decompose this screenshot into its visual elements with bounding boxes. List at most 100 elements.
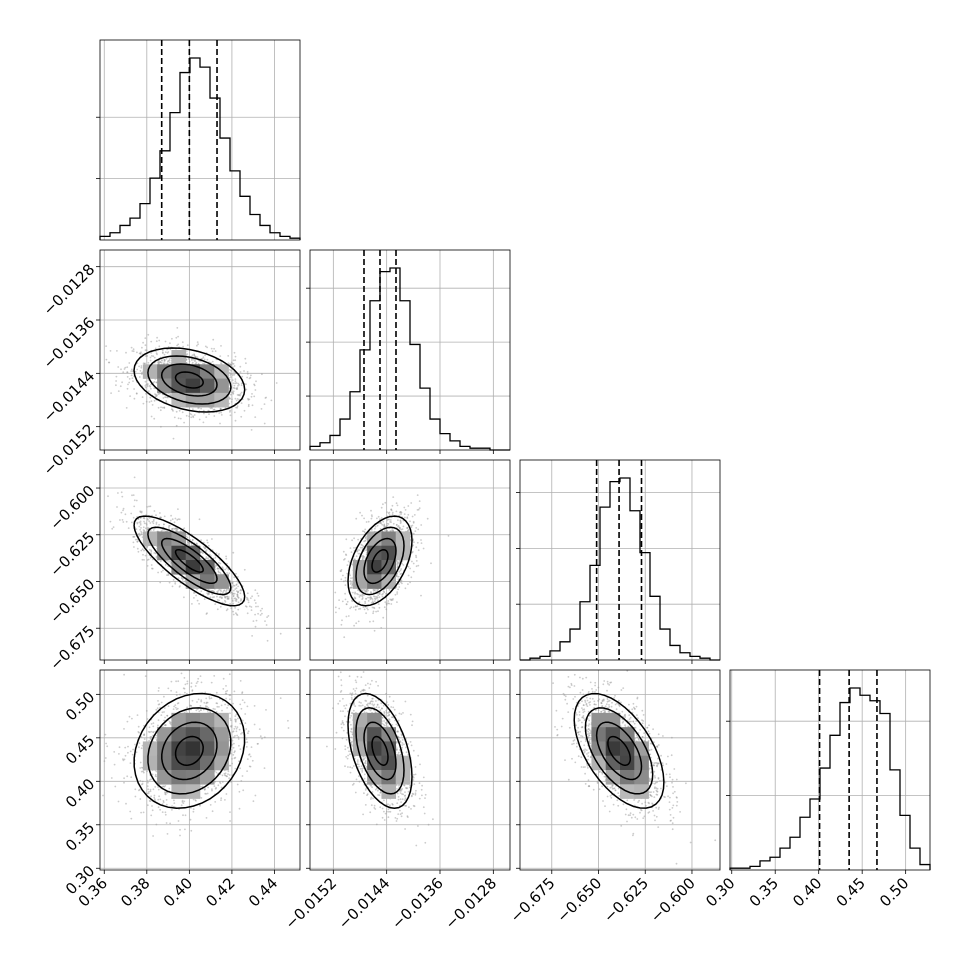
sample-point bbox=[109, 350, 112, 352]
sample-point bbox=[130, 346, 133, 349]
density-cell bbox=[142, 531, 158, 547]
sample-point bbox=[251, 635, 254, 637]
sample-point bbox=[226, 595, 229, 598]
sample-point bbox=[144, 349, 147, 352]
hist-2-steps bbox=[520, 477, 720, 661]
sample-point bbox=[243, 409, 246, 412]
sample-point bbox=[387, 523, 390, 525]
sample-point bbox=[204, 354, 207, 357]
sample-point bbox=[420, 594, 422, 597]
sample-point bbox=[138, 525, 141, 528]
sample-point bbox=[382, 616, 385, 619]
sample-point bbox=[139, 520, 142, 523]
sample-point bbox=[344, 598, 347, 601]
sample-point bbox=[135, 392, 138, 395]
sample-point bbox=[226, 689, 229, 692]
sample-point bbox=[122, 507, 125, 510]
sample-point bbox=[116, 506, 118, 508]
sample-point bbox=[118, 753, 120, 755]
sample-point bbox=[177, 343, 180, 346]
sample-point bbox=[138, 376, 141, 378]
sample-point bbox=[151, 809, 154, 812]
sample-point bbox=[233, 373, 236, 376]
sample-point bbox=[383, 606, 386, 609]
sample-point bbox=[181, 341, 184, 344]
sample-point bbox=[158, 339, 161, 342]
sample-point bbox=[402, 525, 405, 528]
sample-point bbox=[214, 350, 217, 352]
sample-point bbox=[361, 546, 364, 549]
sample-point bbox=[197, 698, 200, 701]
sample-point bbox=[260, 408, 263, 410]
sample-point bbox=[191, 361, 194, 364]
sample-point bbox=[430, 562, 432, 565]
sample-point bbox=[141, 346, 143, 349]
density-cell bbox=[381, 545, 397, 561]
sample-point bbox=[226, 608, 229, 610]
sample-point bbox=[132, 536, 135, 538]
sample-point bbox=[255, 619, 258, 622]
sample-point bbox=[153, 356, 156, 359]
sample-point bbox=[234, 588, 237, 590]
sample-point bbox=[123, 368, 126, 370]
sample-point bbox=[227, 362, 230, 365]
sample-point bbox=[132, 541, 135, 544]
sample-point bbox=[363, 540, 365, 543]
sample-point bbox=[255, 380, 257, 383]
sample-point bbox=[172, 437, 175, 440]
sample-point bbox=[404, 587, 407, 590]
sample-point bbox=[247, 601, 250, 604]
sample-point bbox=[151, 404, 154, 406]
sample-point bbox=[225, 685, 227, 687]
sample-point bbox=[155, 352, 158, 355]
sample-point bbox=[145, 392, 147, 395]
sample-point bbox=[216, 705, 219, 708]
sample-point bbox=[345, 538, 348, 541]
sample-point bbox=[401, 528, 404, 531]
sample-point bbox=[174, 582, 177, 585]
sample-point bbox=[146, 565, 149, 567]
sample-point bbox=[391, 504, 394, 507]
sample-point bbox=[177, 518, 180, 520]
sample-point bbox=[362, 555, 365, 558]
sample-point bbox=[142, 402, 145, 405]
sample-point bbox=[219, 355, 222, 357]
sample-point bbox=[369, 596, 372, 598]
sample-point bbox=[122, 509, 124, 512]
sample-point bbox=[166, 574, 168, 576]
sample-point bbox=[147, 526, 149, 529]
sample-point bbox=[128, 381, 131, 384]
sample-point bbox=[346, 564, 349, 566]
sample-point bbox=[129, 395, 132, 397]
sample-point bbox=[232, 382, 235, 385]
sample-point bbox=[216, 599, 219, 601]
sample-point bbox=[384, 501, 387, 504]
sample-point bbox=[161, 406, 164, 409]
sample-point bbox=[399, 573, 402, 575]
sample-point bbox=[245, 605, 248, 608]
sample-point bbox=[414, 530, 417, 532]
sample-point bbox=[169, 342, 171, 345]
sample-point bbox=[117, 366, 120, 368]
sample-point bbox=[190, 685, 193, 688]
sample-point bbox=[185, 414, 188, 417]
sample-point bbox=[251, 404, 254, 407]
sample-point bbox=[374, 527, 376, 530]
sample-point bbox=[204, 547, 207, 550]
sample-point bbox=[413, 541, 415, 544]
sample-point bbox=[263, 422, 266, 425]
sample-point bbox=[380, 506, 383, 509]
sample-point bbox=[214, 801, 217, 803]
sample-point bbox=[191, 354, 194, 356]
sample-point bbox=[148, 401, 151, 403]
sample-point bbox=[154, 347, 157, 350]
sample-point bbox=[361, 598, 364, 600]
sample-point bbox=[130, 368, 133, 371]
sample-point bbox=[367, 600, 370, 602]
sample-point bbox=[143, 520, 145, 523]
sample-point bbox=[234, 359, 237, 362]
sample-point bbox=[175, 336, 178, 339]
sample-point bbox=[365, 612, 367, 615]
sample-point bbox=[105, 742, 107, 745]
sample-point bbox=[377, 594, 380, 597]
